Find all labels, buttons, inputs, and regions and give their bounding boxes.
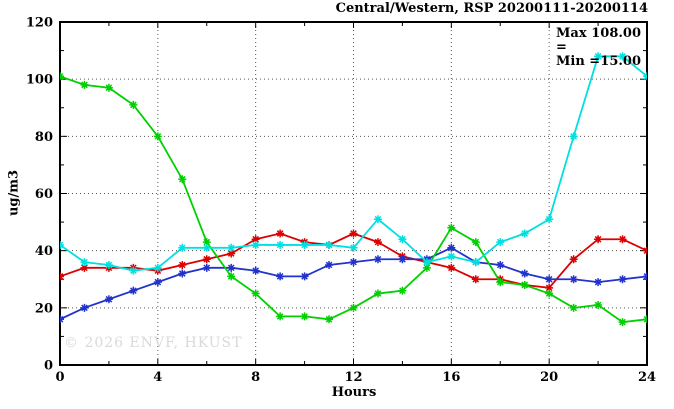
y-tick-label: 40: [35, 244, 53, 259]
y-tick-label: 100: [26, 73, 53, 88]
x-tick-label: 24: [638, 370, 656, 385]
y-tick-label: 60: [35, 187, 53, 202]
x-tick-label: 20: [540, 370, 558, 385]
y-tick-label: 80: [35, 130, 53, 145]
series-cyan-markers: [60, 52, 647, 275]
y-axis-label: ug/m3: [6, 169, 22, 217]
series-cyan: [60, 52, 647, 275]
x-tick-label: 4: [153, 370, 162, 385]
series-blue: [60, 243, 647, 324]
max-annotation-row: Max = 108.00: [556, 27, 641, 55]
y-tick-label: 20: [35, 301, 53, 316]
y-tick-label: 0: [44, 359, 53, 374]
max-value: 108.00: [591, 26, 641, 41]
y-tick-label: 120: [26, 16, 53, 31]
max-label: Max =: [556, 26, 587, 55]
series-green-markers: [60, 72, 647, 327]
watermark: © 2026 ENVF, HKUST: [64, 335, 243, 351]
x-tick-label: 8: [251, 370, 260, 385]
x-tick-label: 0: [55, 370, 64, 385]
max-min-annotation: Max = 108.00 Min = 15.00: [556, 27, 641, 69]
plot-border: [59, 21, 648, 366]
min-value: 15.00: [600, 54, 641, 69]
chart-title: Central/Western, RSP 20200111-20200114: [335, 1, 648, 16]
x-tick-label: 16: [442, 370, 460, 385]
series-green: [60, 72, 647, 327]
x-tick-label: 12: [344, 370, 362, 385]
x-axis-label: Hours: [331, 385, 377, 400]
min-label: Min =: [556, 54, 601, 69]
min-annotation-row: Min = 15.00: [556, 55, 641, 69]
series-blue-markers: [60, 243, 647, 324]
